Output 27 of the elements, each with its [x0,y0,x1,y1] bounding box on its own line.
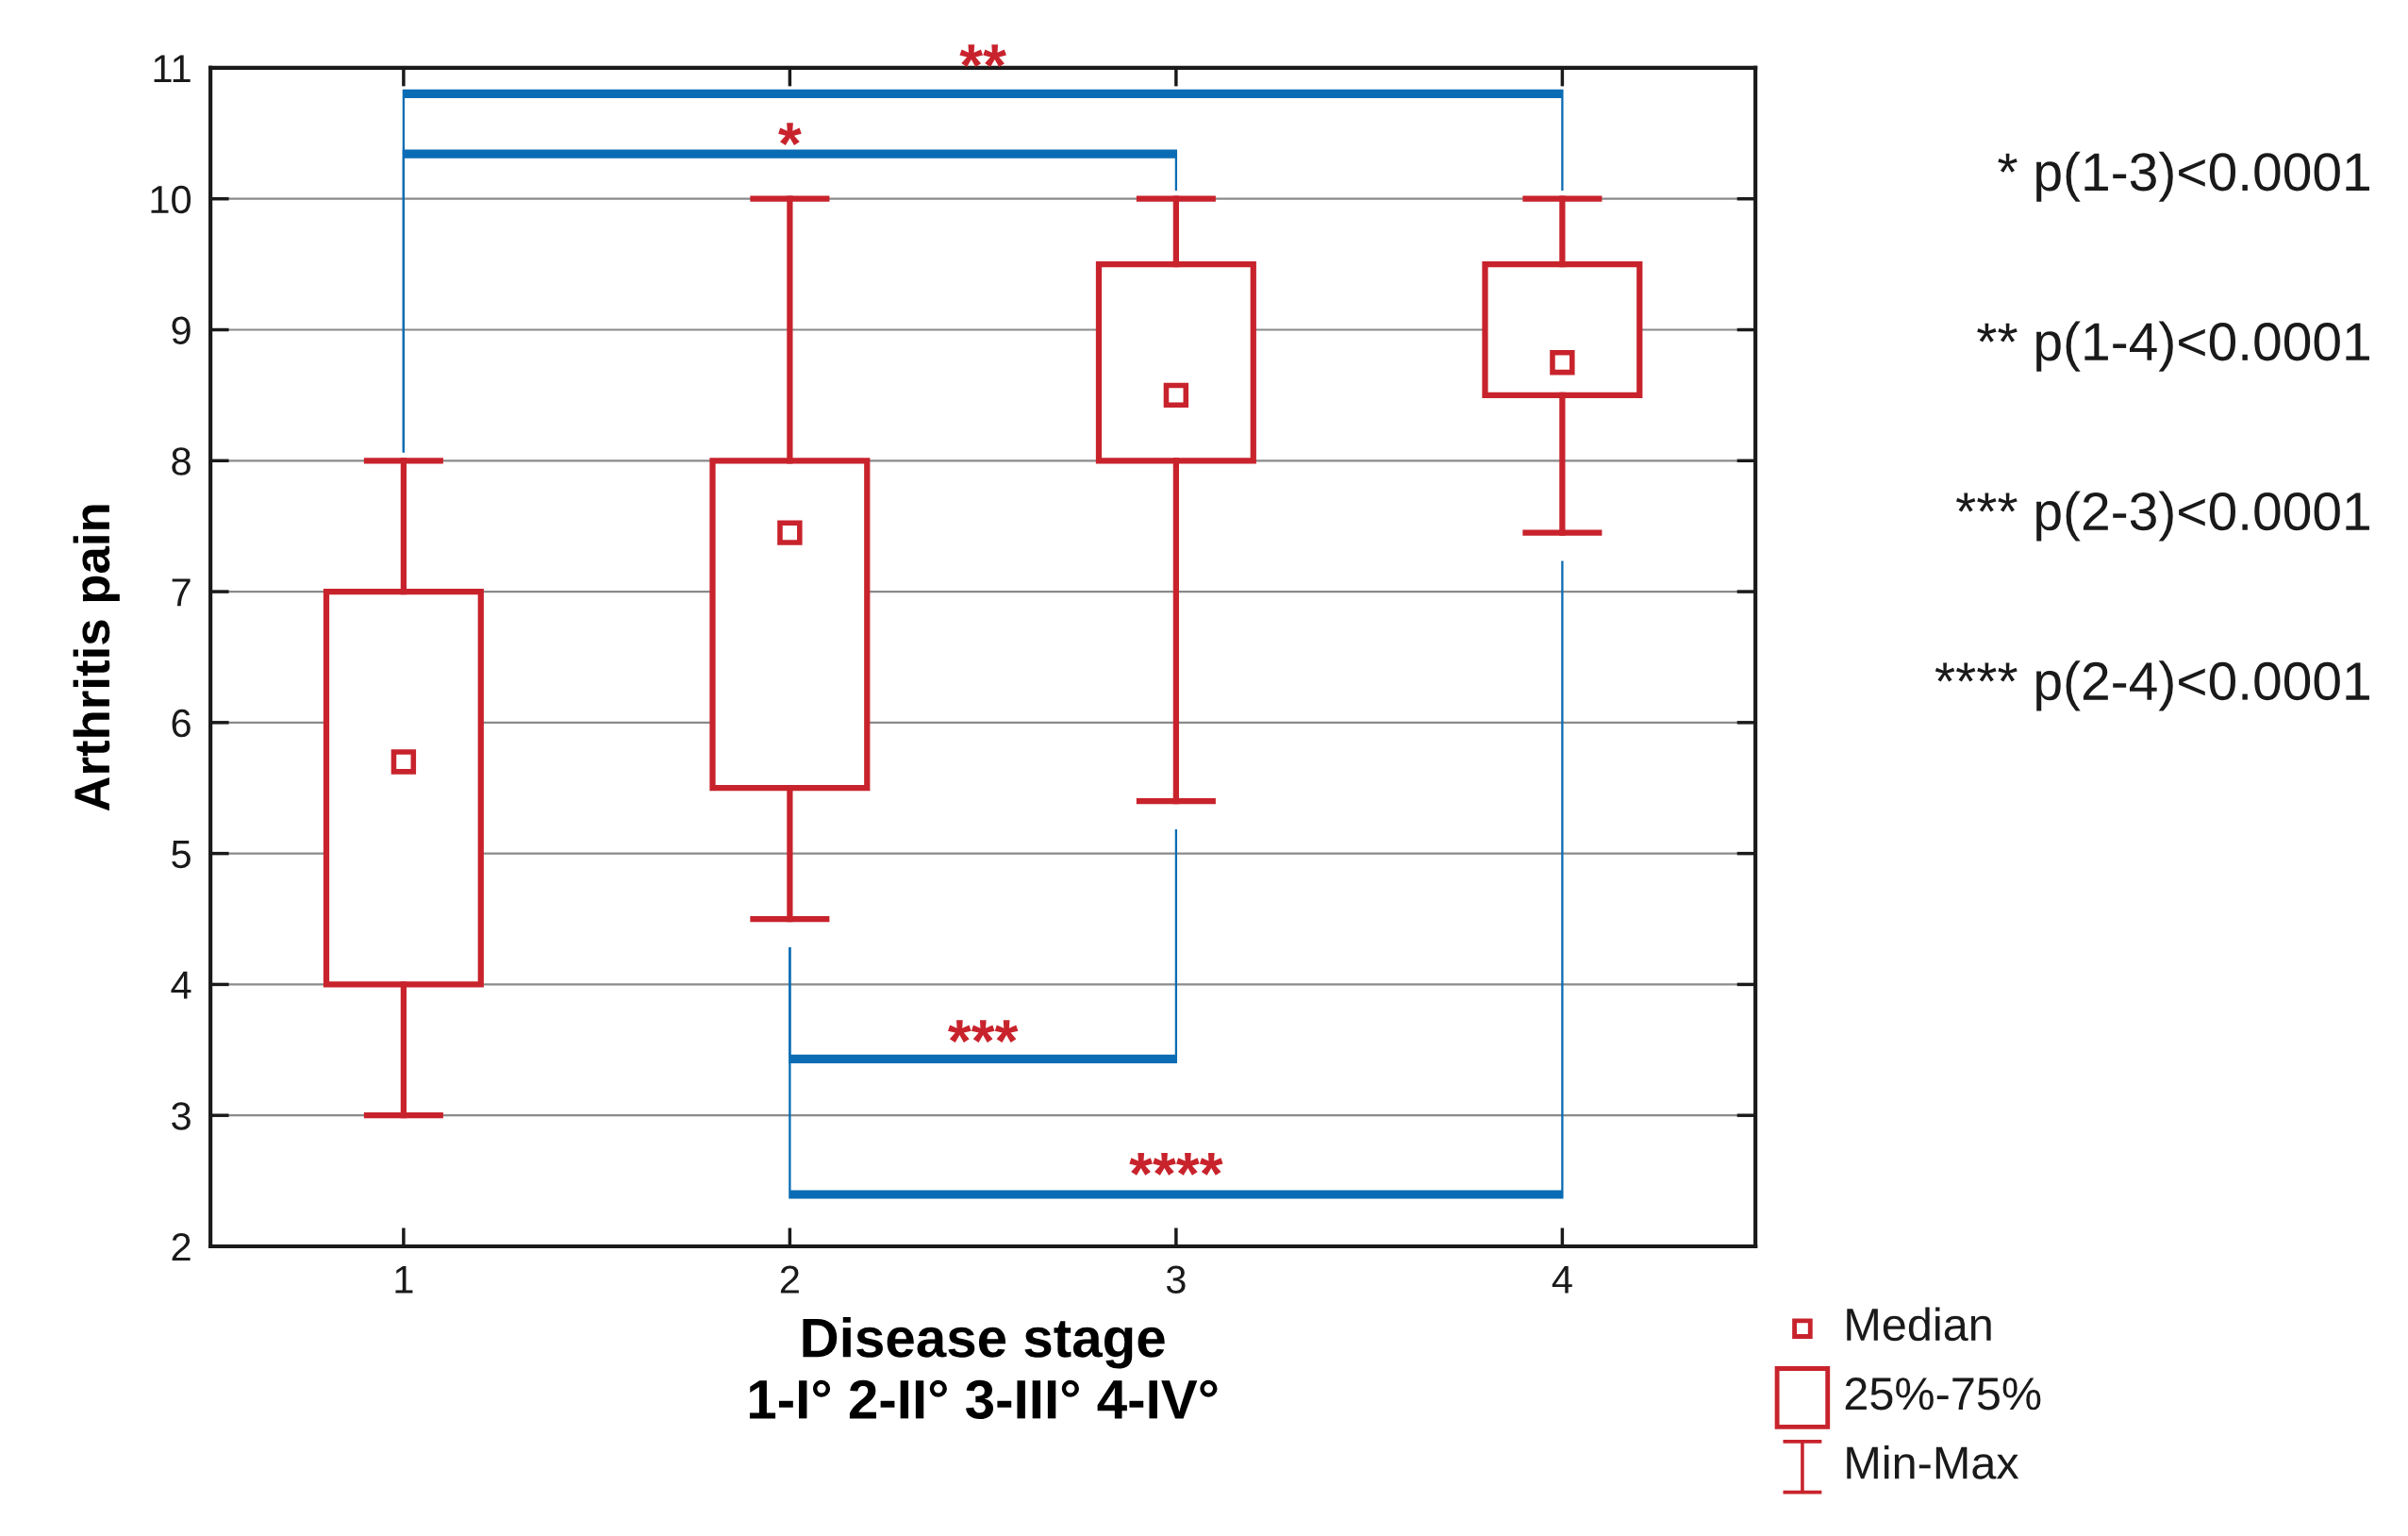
x-tick-label: 2 [780,1265,799,1294]
text: Median [1847,1307,1991,1342]
y-tick-label: 4 [171,971,191,999]
y-tick-label: 6 [172,709,191,738]
x-axis-title: Disease stage 1-I° 2-II° 3-III° 4-IV° [749,1316,1218,1420]
text: * p(1-3)<0.0001 [1998,151,2369,202]
y-tick-label: 5 [172,841,191,869]
text: **** p(2-4)<0.0001 [1935,660,2369,711]
annotation: *** [948,1020,1019,1043]
y-axis-title: Arthritis pain [73,505,120,811]
text: ** p(1-4)<0.0001 [1977,321,2369,372]
y-tick-label: 11 [154,55,191,83]
y-tick-label: 7 [172,578,191,607]
text: Min-Max [1847,1445,2019,1479]
x-tick-label: 4 [1552,1265,1572,1294]
text: 25%-75% [1845,1377,2041,1411]
y-tick-label: 9 [172,316,191,345]
annotation: **** [1129,1153,1223,1176]
y-tick-label: 8 [172,447,191,476]
y-tick-label: 10 [151,185,191,214]
x-tick-label: 3 [1166,1265,1186,1294]
y-tick-label: 2 [172,1232,191,1261]
annotation: * [778,123,802,146]
y-tick-label: 3 [172,1102,191,1130]
text: *** p(2-3)<0.0001 [1956,491,2369,542]
x-tick-label: 1 [395,1265,413,1294]
text: ** [959,44,1006,67]
